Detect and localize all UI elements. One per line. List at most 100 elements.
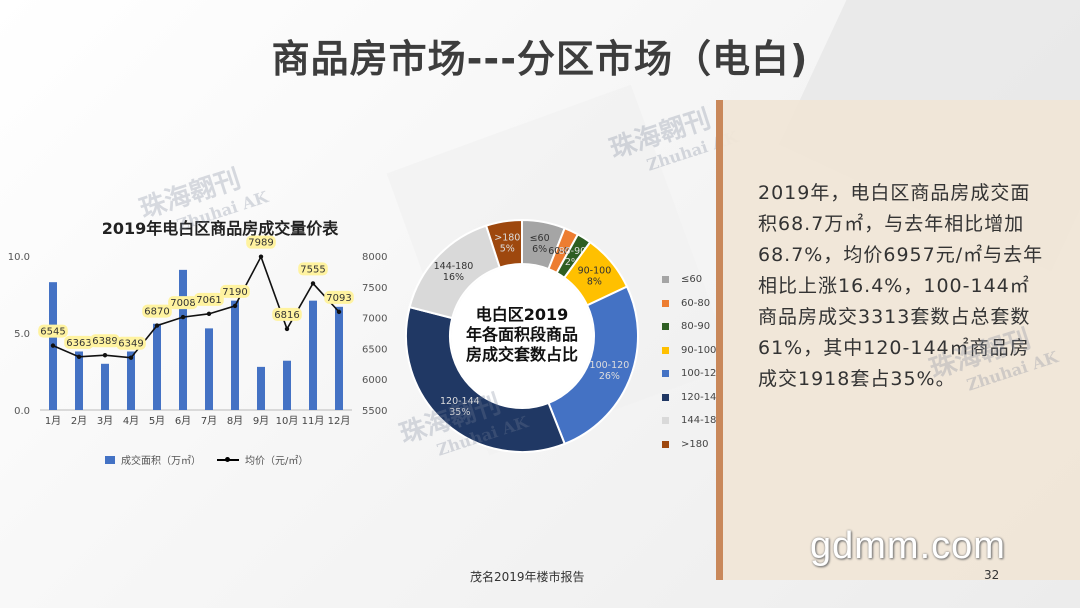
donut-data-label: 100-120 <box>590 360 630 371</box>
price-point <box>50 343 56 348</box>
donut-data-label: 16% <box>443 272 464 283</box>
website-logo: gdmm.com <box>810 525 1006 567</box>
legend-label: >180 <box>681 438 709 450</box>
price-data-label: 7190 <box>222 287 247 298</box>
x-tick-label: 10月 <box>276 415 299 427</box>
legend-swatch <box>662 323 669 331</box>
donut-data-label: >180 <box>494 233 520 244</box>
x-tick-label: 5月 <box>149 415 165 427</box>
y-right-tick-label: 5500 <box>362 406 387 417</box>
price-point <box>258 254 264 259</box>
price-point <box>284 326 290 332</box>
bar <box>127 351 135 410</box>
donut-slice <box>547 285 639 446</box>
price-data-label: 6363 <box>66 338 91 349</box>
donut-center-title: 房成交套数占比 <box>466 345 578 364</box>
donut-data-label: 80-90 <box>559 246 587 257</box>
x-tick-label: 7月 <box>201 415 217 427</box>
donut-data-label: 144-180 <box>434 261 474 272</box>
donut-legend-item: ≤60 <box>662 268 723 292</box>
bar <box>205 328 213 410</box>
y-right-tick-label: 7000 <box>362 314 387 325</box>
price-data-label: 7989 <box>248 238 273 249</box>
bar <box>75 351 83 410</box>
slide-title: 商品房市场---分区市场（电白) <box>271 37 809 81</box>
price-data-label: 6816 <box>274 310 299 321</box>
price-data-label: 7008 <box>170 298 195 309</box>
bar-chart-legend: 成交面积（万㎡） 均价（元/㎡） <box>105 452 308 467</box>
legend-label: 80-90 <box>681 321 711 333</box>
price-data-label: 6349 <box>118 339 143 350</box>
bar <box>101 363 109 410</box>
price-point <box>206 311 212 317</box>
summary-panel <box>716 100 1080 580</box>
donut-legend-item: 144-180 <box>662 409 723 433</box>
price-line <box>52 254 340 359</box>
data-label-bg <box>38 324 68 338</box>
data-label-bg <box>246 235 276 249</box>
legend-label: 100-120 <box>681 368 723 380</box>
price-point <box>76 354 82 360</box>
y-left-tick-label: 5.0 <box>14 329 30 340</box>
donut-legend-item: 100-120 <box>662 362 723 386</box>
data-label-bg <box>168 296 198 310</box>
bar <box>283 360 291 410</box>
legend-swatch <box>662 393 669 401</box>
x-tick-label: 6月 <box>175 415 191 427</box>
bar-line-chart: 0.0 5.0 10.0 5500 6000 6500 7000 7500 8000 1月 2月 3月… <box>8 235 387 427</box>
legend-label: ≤60 <box>681 274 703 286</box>
y-right-tick-label: 7500 <box>362 283 387 294</box>
price-point <box>180 314 186 320</box>
donut-data-label: 5% <box>500 244 515 255</box>
y-right-tick-label: 6000 <box>362 375 387 386</box>
legend-swatch <box>662 370 669 378</box>
legend-swatch-area <box>105 455 115 464</box>
data-label-bg <box>324 290 354 304</box>
donut-data-label: 60-80 <box>548 246 576 257</box>
data-label-bg <box>90 334 120 348</box>
price-data-label: 6389 <box>92 336 117 347</box>
bar <box>231 300 239 410</box>
legend-label: 60-80 <box>681 297 711 309</box>
data-label-bg <box>220 284 250 298</box>
bar <box>335 306 343 410</box>
donut-legend-item: 120-144 <box>662 386 723 410</box>
data-label-bg <box>298 262 328 276</box>
footer-text: 茂名2019年楼市报告 <box>470 570 585 584</box>
x-tick-label: 11月 <box>302 415 325 427</box>
legend-label: 90-100 <box>681 344 717 356</box>
x-tick-label: 3月 <box>97 415 113 427</box>
data-label-bg <box>194 292 224 306</box>
data-label-bg <box>142 304 172 318</box>
x-tick-label: 8月 <box>227 415 243 427</box>
legend-swatch <box>662 440 669 448</box>
donut-data-label: 8% <box>587 277 602 288</box>
price-data-label: 6870 <box>144 307 169 318</box>
legend-label: 120-144 <box>681 391 723 403</box>
donut-data-label: 2% <box>565 257 580 268</box>
price-data-label: 7093 <box>326 293 351 304</box>
donut-center-title: 电白区2019 <box>476 305 569 324</box>
price-point <box>232 303 238 309</box>
x-tick-label: 12月 <box>328 415 351 427</box>
y-right-tick-label: 6500 <box>362 344 387 355</box>
price-point <box>336 309 342 315</box>
legend-swatch <box>662 299 669 307</box>
donut-slice <box>405 305 567 453</box>
bar-chart-title: 2019年电白区商品房成交量价表 <box>101 219 339 238</box>
donut-slice <box>484 218 523 269</box>
y-right-tick-label: 8000 <box>362 252 387 263</box>
donut-data-label: 6% <box>532 244 547 255</box>
price-point <box>310 281 316 286</box>
donut-legend-item: 80-90 <box>662 315 723 339</box>
price-point <box>128 355 134 360</box>
donut-legend: ≤60 60-80 80-90 90-100 100-120 120-144 144-180… <box>662 268 723 456</box>
legend-swatch-price <box>217 456 239 462</box>
donut-legend-item: 60-80 <box>662 292 723 316</box>
price-data-label: 7061 <box>196 295 221 306</box>
bar <box>257 366 265 410</box>
data-label-bg <box>116 336 146 350</box>
y-left-tick-label: 10.0 <box>8 252 30 263</box>
price-data-label: 6545 <box>40 327 65 338</box>
x-tick-label: 1月 <box>45 415 61 427</box>
